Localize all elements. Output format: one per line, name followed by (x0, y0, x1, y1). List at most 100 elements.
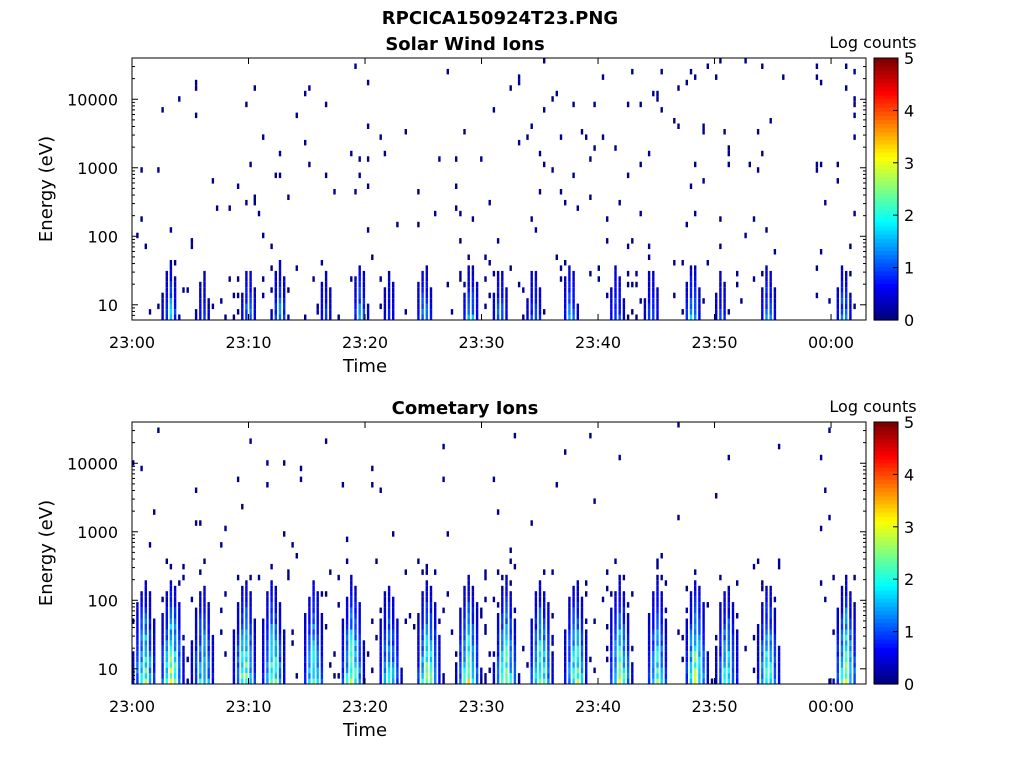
spectrogram-cell (425, 314, 428, 320)
spectrogram-cell (241, 640, 244, 646)
spectrogram-cell (341, 651, 345, 657)
spectrogram-cell (664, 607, 668, 614)
spectrogram-cell (161, 667, 164, 674)
spectrogram-cell (736, 656, 739, 663)
spectrogram-cell (262, 673, 265, 679)
spectrogram-cell (421, 596, 424, 603)
spectrogram-cell (773, 298, 777, 304)
spectrogram-cell (358, 292, 361, 299)
spectrogram-cell (236, 634, 240, 641)
spectrogram-cell (610, 673, 613, 679)
spectrogram-cell (320, 260, 324, 266)
spectrogram-cell (677, 629, 680, 635)
spectrogram-cell (329, 309, 332, 315)
spectrogram-cell (719, 309, 722, 315)
spectrogram-cell (274, 591, 277, 597)
spectrogram-cell (362, 276, 366, 282)
spectrogram-cell (345, 607, 349, 614)
spectrogram-cell (694, 613, 697, 619)
spectrogram-cell (576, 629, 579, 635)
spectrogram-cell (614, 662, 617, 668)
spectrogram-cell (345, 613, 349, 619)
spectrogram-cell (362, 678, 366, 684)
spectrogram-cell (236, 183, 240, 189)
spectrogram-cell (417, 624, 420, 630)
spectrogram-cell (723, 618, 726, 624)
spectrogram-cell (580, 624, 584, 630)
spectrogram-cell (241, 596, 244, 603)
spectrogram-cell (647, 292, 651, 299)
spectrogram-cell (622, 678, 626, 684)
x-tick-label: 23:40 (575, 333, 621, 352)
spectrogram-cell (832, 678, 835, 684)
spectrogram-cell (383, 678, 387, 684)
spectrogram-cell (144, 656, 147, 663)
spectrogram-cell (283, 276, 286, 282)
colorbar-band (874, 172, 898, 178)
spectrogram-cell (425, 309, 428, 315)
spectrogram-cell (685, 292, 688, 299)
spectrogram-cell (283, 640, 286, 646)
spectrogram-cell (614, 309, 617, 315)
spectrogram-cell (475, 629, 479, 635)
spectrogram-cell (262, 667, 265, 674)
spectrogram-cell (304, 673, 307, 679)
spectrogram-cell (698, 618, 701, 624)
spectrogram-cell (769, 607, 772, 614)
x-tick-label: 23:30 (458, 697, 504, 716)
spectrogram-cell (467, 287, 470, 293)
spectrogram-cell (551, 651, 554, 657)
spectrogram-cell (685, 221, 688, 228)
spectrogram-cell (434, 662, 437, 668)
colorbar-band (874, 671, 898, 677)
spectrogram-cell (140, 634, 143, 641)
spectrogram-cell (186, 656, 189, 663)
spectrogram-cell (689, 591, 693, 597)
spectrogram-cell (773, 287, 777, 293)
spectrogram-cell (761, 292, 764, 299)
spectrogram-cell (513, 678, 517, 684)
spectrogram-cell (530, 667, 533, 674)
spectrogram-cell (496, 602, 500, 608)
spectrogram-cell (245, 309, 248, 315)
spectrogram-cell (383, 651, 387, 657)
spectrogram-cell (320, 292, 324, 299)
spectrogram-cell (765, 645, 768, 652)
spectrogram-cell (530, 287, 533, 293)
spectrogram-cell (169, 303, 173, 310)
spectrogram-cell (677, 422, 680, 428)
spectrogram-cell (564, 298, 567, 304)
spectrogram-cell (606, 238, 609, 244)
spectrogram-cell (203, 613, 206, 619)
spectrogram-cell (320, 645, 324, 652)
spectrogram-cell (471, 309, 475, 315)
spectrogram-cell (383, 292, 387, 299)
spectrogram-cell (719, 624, 722, 630)
spectrogram-cell (513, 640, 517, 646)
spectrogram-cell (626, 613, 630, 619)
spectrogram-cell (496, 292, 500, 299)
spectrogram-cell (727, 678, 730, 684)
colorbar-band (874, 471, 898, 476)
spectrogram-cell (425, 613, 428, 619)
colorbar-tick-label: 1 (904, 623, 914, 642)
spectrogram-cell (178, 580, 181, 586)
spectrogram-cell (467, 607, 470, 614)
spectrogram-cell (316, 303, 319, 310)
spectrogram-cell (350, 629, 353, 635)
spectrogram-cell (698, 651, 701, 657)
spectrogram-cell (366, 183, 370, 189)
spectrogram-cell (694, 585, 697, 592)
spectrogram-cell (694, 640, 697, 646)
colorbar-band (874, 487, 898, 493)
spectrogram-cell (136, 645, 139, 652)
spectrogram-cell (731, 602, 735, 608)
spectrogram-cell (459, 634, 462, 641)
spectrogram-cell (270, 287, 273, 293)
spectrogram-cell (744, 58, 747, 64)
spectrogram-cell (517, 74, 521, 80)
spectrogram-cell (140, 607, 143, 614)
spectrogram-cell (455, 156, 458, 162)
spectrogram-cell (429, 602, 433, 608)
spectrogram-cell (316, 591, 319, 597)
